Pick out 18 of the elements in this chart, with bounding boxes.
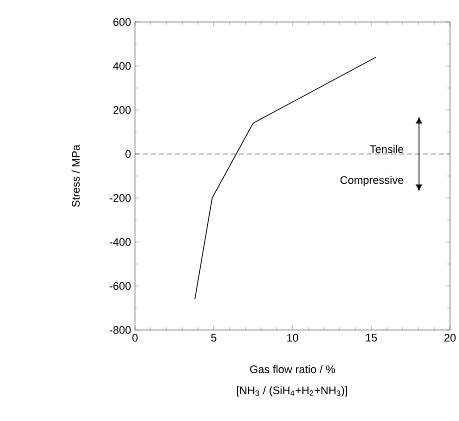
x-tick-label: 20	[444, 334, 456, 342]
y-axis-title: Stress / MPa	[72, 144, 80, 207]
y-tick-label: 600	[113, 18, 131, 26]
annotation: Tensile	[370, 144, 404, 154]
x-tick-label: 10	[287, 334, 298, 342]
x-axis-title: Gas flow ratio / %	[250, 365, 336, 374]
y-tick-label: 200	[113, 106, 131, 114]
y-tick-label: -800	[110, 326, 131, 334]
y-tick-label: 400	[113, 62, 131, 70]
x-tick-label: 15	[366, 334, 377, 342]
y-tick-label: 0	[125, 150, 131, 158]
y-tick-label: -400	[110, 238, 131, 246]
text: [NH$_{3}$ / (SiH$_{4}$+H$_{2}$+NH$_{3}$)]	[236, 386, 348, 396]
y-tick-label: -200	[110, 194, 131, 202]
x-tick-label: 0	[132, 334, 138, 342]
annotation: Compressive	[340, 176, 404, 186]
y-tick-label: -600	[110, 282, 131, 290]
x-tick-label: 5	[211, 334, 216, 342]
